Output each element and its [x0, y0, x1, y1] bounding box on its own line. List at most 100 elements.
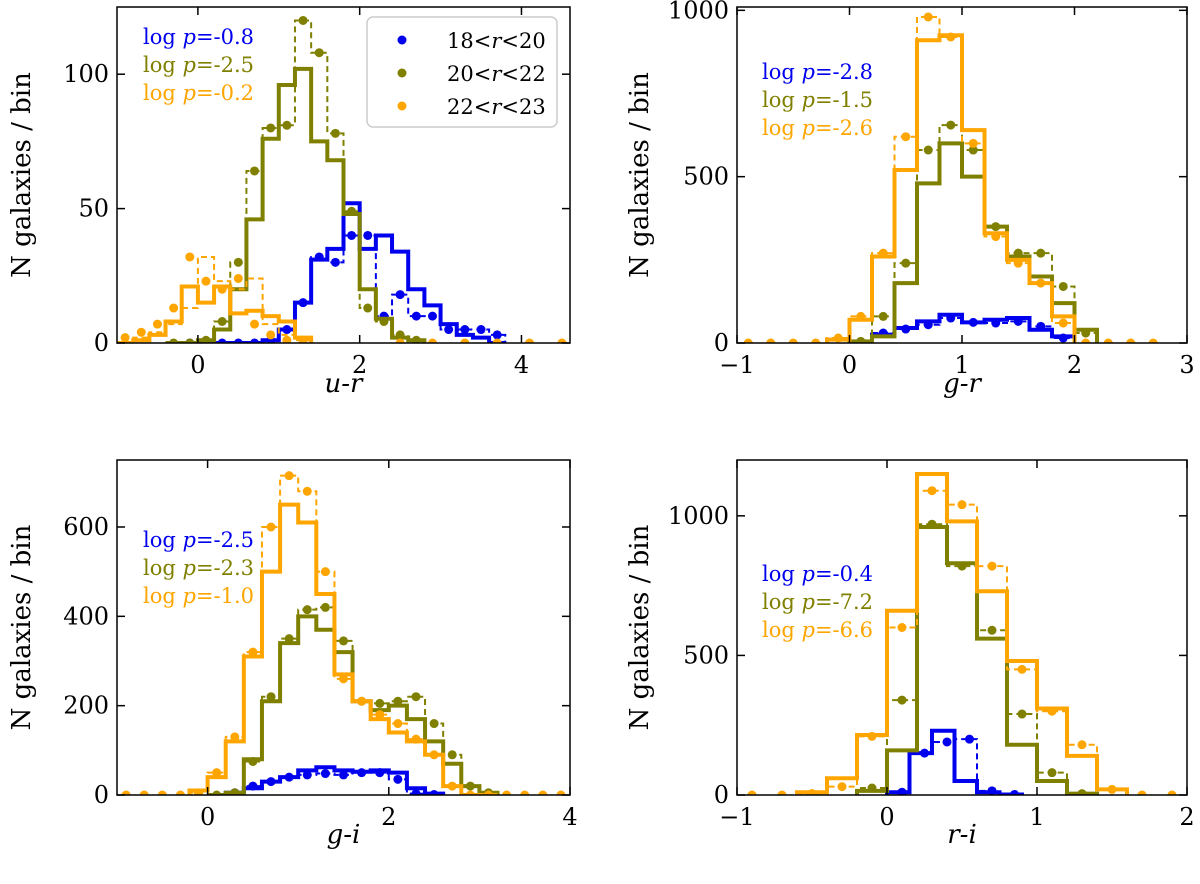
legend-label: 18<r<20 [447, 29, 546, 53]
legend: 18<r<20 20<r<22 22<r<23 [366, 16, 558, 128]
data-point [538, 790, 548, 795]
x-tick-label: 4 [514, 351, 529, 379]
data-point [266, 692, 276, 702]
ticks: 0 2 4 0 50 100 [63, 7, 570, 379]
data-point [347, 230, 357, 240]
data-point [284, 471, 294, 481]
legend-label: 22<r<23 [447, 95, 546, 119]
solid-histogram [117, 284, 314, 343]
data-point [968, 138, 978, 148]
data-point [395, 290, 405, 300]
data-point [212, 790, 222, 795]
y-tick-label: 500 [683, 163, 729, 191]
legend-marker [397, 68, 407, 78]
x-tick-label: 3 [1179, 351, 1194, 379]
data-point [991, 232, 1001, 242]
data-point [923, 12, 933, 22]
logp-annotations: log p=-0.4 log p=-7.2 log p=-6.6 [762, 562, 873, 642]
data-point [169, 303, 179, 313]
x-tick-label: 2 [352, 351, 367, 379]
series-18<r<20 [870, 312, 1077, 343]
data-point [427, 338, 437, 343]
data-point [811, 338, 821, 343]
data-point [987, 625, 997, 635]
data-point [233, 273, 243, 283]
data-point [320, 769, 330, 779]
series-20<r<22 [847, 120, 1099, 343]
data-point [777, 790, 787, 795]
data-point [878, 311, 888, 321]
data-point [230, 788, 240, 795]
data-point [867, 731, 877, 741]
data-point [298, 298, 308, 308]
data-point [411, 692, 421, 702]
data-point [314, 48, 324, 58]
axes-frame [116, 6, 571, 344]
data-point [139, 790, 149, 795]
data-point [901, 132, 911, 142]
data-point [766, 338, 776, 343]
data-point [897, 787, 907, 795]
logp-annotation: log p=-2.8 [762, 60, 873, 84]
y-tick-label: 50 [78, 195, 109, 223]
series-22<r<23 [121, 471, 566, 795]
data-point [411, 789, 421, 795]
x-axis-label: g-r [943, 369, 982, 399]
y-tick-label: 1000 [668, 502, 729, 530]
data-point [1077, 740, 1087, 750]
data-point [946, 32, 956, 42]
data-point [194, 788, 204, 795]
data-point [987, 786, 997, 795]
data-point [483, 790, 493, 795]
solid-histogram [847, 141, 1099, 343]
data-point [429, 719, 439, 729]
logp-annotation: log p=-0.8 [143, 25, 254, 49]
data-point [357, 696, 367, 706]
data-point [1058, 318, 1068, 328]
data-point [1013, 248, 1023, 258]
data-point [1081, 328, 1091, 338]
data-point [556, 790, 566, 795]
data-point [1036, 248, 1046, 258]
data-point [1058, 281, 1068, 291]
y-axis-label: N galaxies / bin [7, 524, 37, 730]
ticks: 0 2 4 0 200 400 600 [63, 460, 578, 831]
data-point [502, 790, 512, 795]
data-point [447, 750, 457, 760]
data-point [923, 320, 933, 330]
data-point [1036, 321, 1046, 331]
logp-annotations: log p=-2.5 log p=-2.3 log p=-1.0 [143, 528, 254, 608]
data-point [460, 325, 470, 335]
data-point [743, 338, 753, 343]
data-point [411, 335, 421, 343]
data-point [248, 781, 258, 791]
solid-histogram [855, 525, 1099, 795]
data-point [920, 748, 929, 758]
data-point [1036, 278, 1046, 288]
data-point [1058, 333, 1068, 343]
axes-frame [116, 459, 571, 796]
y-tick-label: 400 [63, 602, 109, 630]
data-point [476, 325, 486, 335]
logp-annotation: log p=-7.2 [762, 590, 873, 614]
data-point [557, 338, 567, 343]
logp-annotation: log p=-2.5 [143, 528, 254, 552]
data-point [427, 311, 437, 321]
data-point [1017, 664, 1027, 674]
data-point [965, 734, 974, 744]
data-point [266, 777, 276, 787]
data-point [302, 605, 312, 615]
data-point [856, 311, 866, 321]
data-point [520, 790, 530, 795]
data-point [946, 313, 956, 323]
y-tick-label: 0 [94, 781, 109, 809]
data-point [1047, 768, 1057, 778]
series-22<r<23 [117, 252, 567, 343]
solid-histogram [207, 614, 500, 795]
data-point [248, 647, 258, 657]
data-point [375, 768, 385, 778]
data-point [1047, 706, 1057, 716]
